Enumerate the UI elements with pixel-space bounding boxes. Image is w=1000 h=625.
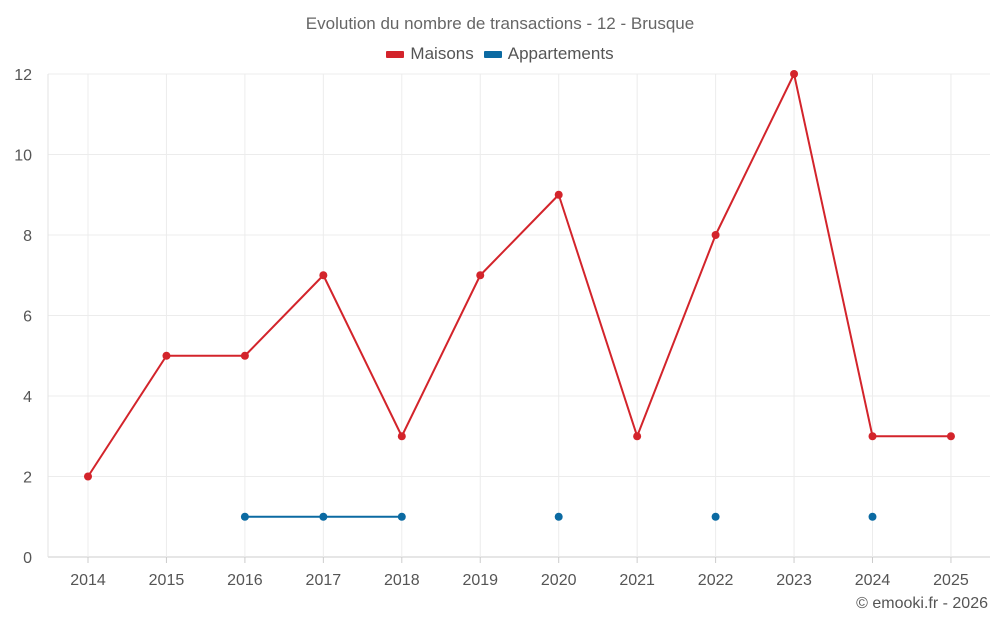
point-maisons-2021[interactable] <box>633 432 642 441</box>
x-tick-label-2018: 2018 <box>384 572 420 589</box>
point-maisons-2025[interactable] <box>946 432 955 441</box>
legend-swatch-maisons <box>386 50 405 58</box>
x-tick-label-2023: 2023 <box>776 572 812 589</box>
point-maisons-2022[interactable] <box>711 231 720 239</box>
point-maisons-2015[interactable] <box>162 351 171 360</box>
x-tick-label-2016: 2016 <box>227 572 263 589</box>
x-tick-label-2015: 2015 <box>149 572 185 589</box>
series-line-maisons-0 <box>87 73 951 478</box>
point-maisons-2023[interactable] <box>790 70 799 78</box>
point-appartements-2024[interactable] <box>868 512 877 521</box>
series-appartements <box>240 512 877 521</box>
y-tick-label-8: 8 <box>23 228 32 245</box>
x-tick-label-2014: 2014 <box>70 572 106 589</box>
point-maisons-2024[interactable] <box>868 432 877 441</box>
y-tick-label-0: 0 <box>23 550 32 567</box>
series-layer <box>84 70 955 521</box>
point-maisons-2018[interactable] <box>397 432 406 441</box>
x-tick-label-2025: 2025 <box>933 572 969 589</box>
y-tick-label-10: 10 <box>14 148 32 165</box>
point-appartements-2016[interactable] <box>240 512 249 521</box>
x-tick-label-2022: 2022 <box>698 572 734 589</box>
point-appartements-2017[interactable] <box>319 512 328 521</box>
point-maisons-2020[interactable] <box>554 190 563 199</box>
y-tick-label-6: 6 <box>23 309 32 326</box>
legend-item-maisons[interactable]: Maisons <box>386 44 474 64</box>
point-maisons-2014[interactable] <box>84 472 92 481</box>
point-appartements-2020[interactable] <box>554 512 563 521</box>
x-tick-label-2019: 2019 <box>462 572 498 589</box>
x-tick-label-2021: 2021 <box>619 572 655 589</box>
y-tick-label-2: 2 <box>23 470 32 487</box>
legend: Maisons Appartements <box>0 44 1000 64</box>
legend-label-maisons: Maisons <box>410 44 474 63</box>
y-tick-label-4: 4 <box>23 389 32 406</box>
x-tick-label-2024: 2024 <box>855 572 891 589</box>
grid <box>48 73 990 558</box>
series-maisons <box>84 70 955 481</box>
point-maisons-2016[interactable] <box>240 351 249 360</box>
axes: 0 2 4 6 8 10 12 2014 2015 2016 2017 2018 2019 2020 202… <box>14 67 969 589</box>
legend-label-appartements: Appartements <box>507 44 614 63</box>
point-appartements-2018[interactable] <box>397 512 406 521</box>
legend-swatch-appartements <box>483 50 502 58</box>
credit-text: © emooki.fr - 2026 <box>856 595 988 612</box>
point-maisons-2017[interactable] <box>319 271 328 280</box>
point-maisons-2019[interactable] <box>476 271 485 280</box>
y-tick-label-12: 12 <box>14 67 32 84</box>
legend-item-appartements[interactable]: Appartements <box>483 44 614 64</box>
x-tick-label-2020: 2020 <box>541 572 577 589</box>
point-appartements-2022[interactable] <box>711 512 720 521</box>
x-tick-label-2017: 2017 <box>306 572 342 589</box>
chart-title: Evolution du nombre de transactions - 12… <box>305 14 695 33</box>
